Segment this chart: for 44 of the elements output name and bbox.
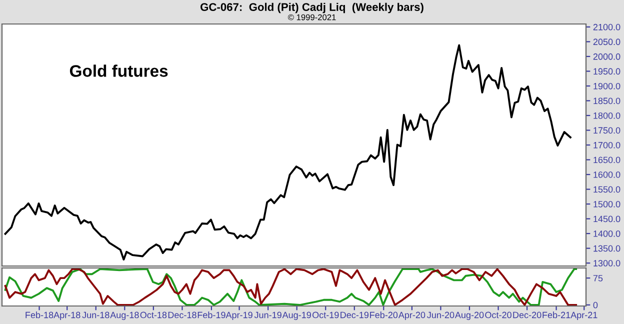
chart-title: GC-067: Gold (Pit) Cadj Liq (Weekly bars) (200, 2, 424, 14)
y-tick-label: 1550.0 (594, 186, 620, 193)
x-tick-label: Oct-20 (485, 312, 512, 318)
x-tick-label: Aug-19 (282, 312, 311, 320)
x-tick-label: Jun-20 (427, 312, 454, 318)
x-tick-label: Aug-18 (110, 312, 139, 320)
text: © 1999-2021 (288, 14, 336, 20)
y-tick-label: 2100.0 (593, 24, 620, 30)
y-tick-label: 2050.0 (593, 38, 620, 46)
y-tick-label: 1350.0 (594, 245, 620, 252)
y-tick-label: 1300.0 (594, 260, 620, 266)
y-tick-label: 1600.0 (594, 171, 620, 178)
y-tick-label: 1900.0 (594, 82, 620, 90)
x-tick-label: Feb-19 (198, 312, 226, 318)
line-series (4, 44, 572, 260)
x-tick-label: Jun-18 (82, 312, 110, 318)
y-tick-label: 75 (593, 275, 603, 282)
x-tick-label: Dec-19 (340, 312, 369, 318)
y-tick-label: 1650.0 (594, 156, 620, 164)
y-tick-label: 1500.0 (594, 200, 620, 208)
x-tick-label: Jun-19 (254, 312, 282, 318)
y-tick-label: 1850.0 (594, 98, 620, 104)
y-tick-label: 1400.0 (594, 230, 620, 237)
x-tick-label: Feb-20 (370, 312, 398, 318)
y-tick-label: 1950.0 (594, 68, 620, 75)
x-tick-label: Aug-20 (454, 312, 484, 320)
y-tick-label: 1800.0 (594, 112, 620, 119)
x-tick-label: Apr-19 (226, 312, 252, 320)
x-tick-label: Oct-18 (140, 312, 167, 318)
x-tick-label: Apr-20 (398, 312, 426, 320)
x-tick-label: Feb-21 (542, 312, 570, 318)
y-tick-label: 0 (593, 302, 598, 308)
x-tick-label: Feb-18 (26, 312, 54, 318)
y-tick-label: 1700.0 (594, 142, 620, 148)
x-tick-label: Apr-18 (54, 312, 80, 320)
line-series (4, 268, 578, 306)
x-tick-label: Apr-21 (570, 312, 598, 320)
x-tick-label: Dec-18 (168, 312, 196, 318)
y-tick-label: 1450.0 (594, 216, 620, 222)
x-tick-label: Dec-20 (513, 312, 542, 318)
annotation: Gold futures (70, 64, 168, 77)
x-tick-label: Oct-19 (312, 312, 339, 318)
y-tick-label: 1750.0 (594, 127, 620, 134)
y-tick-label: 2000.0 (593, 53, 620, 60)
